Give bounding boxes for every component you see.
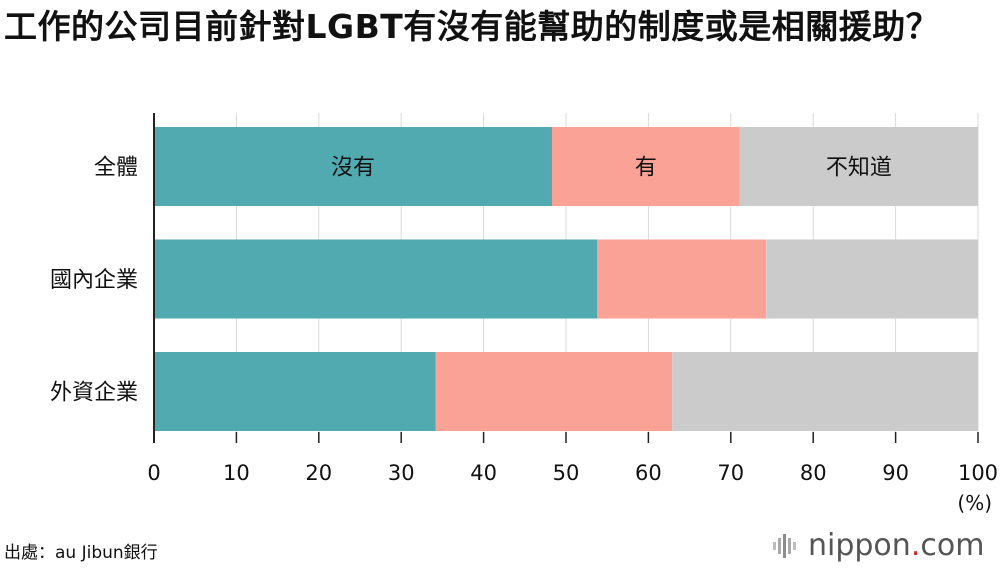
category-label: 外資企業: [50, 381, 138, 406]
x-tick-label: 80: [800, 461, 827, 485]
x-tick-label: 40: [470, 461, 497, 485]
series-label: 沒有: [331, 156, 375, 181]
bar-segment: [154, 352, 436, 431]
brand-tld: com: [920, 528, 985, 563]
category-label: 國內企業: [50, 268, 138, 293]
category-label: 全體: [94, 156, 138, 181]
chart-title: 工作的公司目前針對LGBT有沒有能幫助的制度或是相關援助？: [4, 7, 940, 46]
x-tick-label: 30: [388, 461, 415, 485]
bar-segment: [551, 127, 740, 206]
x-axis-unit: (%): [957, 491, 992, 515]
bar-segment: [766, 239, 978, 319]
x-tick-label: 70: [717, 461, 744, 485]
bar-segment: [154, 239, 598, 319]
x-tick-label: 100: [958, 461, 998, 485]
bar-segment: [435, 352, 673, 431]
series-label: 有: [635, 156, 657, 181]
x-tick-label: 90: [882, 461, 909, 485]
source-note: 出處：au Jibun銀行: [4, 543, 158, 563]
brand-dot: .: [910, 528, 921, 563]
bar-segment: [672, 352, 978, 431]
x-tick-label: 20: [305, 461, 332, 485]
bar-segment: [739, 127, 978, 206]
brand-name: nippon: [808, 528, 911, 563]
x-tick-label: 0: [147, 461, 160, 485]
bar-segment: [597, 239, 767, 319]
nippon-logo: nippon. com: [772, 528, 984, 563]
series-label: 不知道: [826, 156, 892, 181]
x-tick-label: 10: [223, 461, 250, 485]
x-tick-label: 60: [635, 461, 662, 485]
sound-bars-icon: [773, 533, 796, 558]
bar-segment: [154, 127, 552, 206]
x-tick-label: 50: [553, 461, 580, 485]
